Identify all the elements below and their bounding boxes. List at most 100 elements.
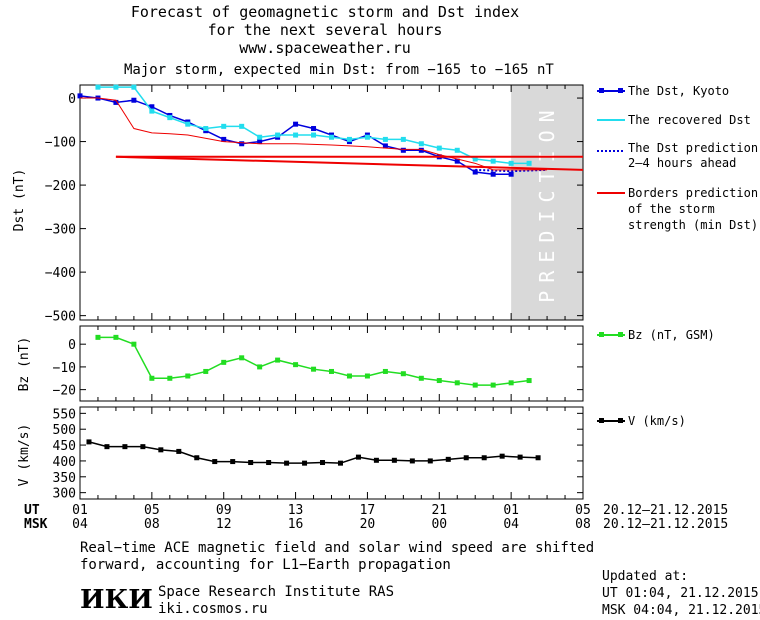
legend-dst-kyoto: The Dst, Kyoto xyxy=(628,84,729,98)
data-point xyxy=(535,455,541,461)
legend-v-text: V (km/s) xyxy=(628,414,686,428)
bz-axis-label: Bz (nT) xyxy=(17,337,32,392)
data-point xyxy=(239,123,245,129)
msk-tick-label: 16 xyxy=(288,517,304,532)
data-point xyxy=(131,84,137,90)
site-url[interactable]: www.spaceweather.ru xyxy=(239,39,411,57)
y-tick-label: 450 xyxy=(53,439,76,454)
updated-msk: MSK 04:04, 21.12.2015 xyxy=(602,603,760,618)
prediction-label: PREDICTION xyxy=(535,102,559,302)
legend-borders-line1: Borders prediction xyxy=(628,186,758,200)
data-point xyxy=(329,134,334,140)
data-point xyxy=(185,121,191,127)
data-point xyxy=(346,373,352,379)
ut-tick-label: 09 xyxy=(216,503,232,518)
iki-logo: ИКИ xyxy=(80,585,153,615)
org-name: Space Research Institute RAS xyxy=(158,584,395,600)
data-point xyxy=(131,341,137,347)
data-point xyxy=(454,147,460,153)
storm-forecast-text: Major storm, expected min Dst: from −165… xyxy=(124,62,554,78)
data-point xyxy=(364,373,370,379)
data-point xyxy=(508,160,514,166)
y-tick-label: 400 xyxy=(53,455,76,470)
chart-title-line2: for the next several hours xyxy=(207,21,443,39)
data-point xyxy=(382,143,388,149)
data-point xyxy=(436,145,442,151)
v-axis-label: V (km/s) xyxy=(17,424,32,487)
y-tick-label: 0 xyxy=(68,338,76,353)
data-point xyxy=(400,147,406,153)
msk-tick-label: 04 xyxy=(503,517,519,532)
data-point xyxy=(149,104,155,110)
y-tick-label: −10 xyxy=(53,361,76,376)
data-point xyxy=(409,458,415,464)
legend-bz-text: Bz (nT, GSM) xyxy=(628,328,715,342)
ut-date-range: 20.12–21.12.2015 xyxy=(603,503,728,518)
data-point xyxy=(508,171,514,177)
series-line xyxy=(97,336,530,386)
series-line xyxy=(88,441,539,464)
prediction-region xyxy=(511,85,583,320)
y-tick-label: −200 xyxy=(45,179,76,194)
chart-title-line1: Forecast of geomagnetic storm and Dst in… xyxy=(130,3,520,21)
data-point xyxy=(400,136,406,142)
msk-tick-label: 12 xyxy=(216,517,232,532)
data-point xyxy=(436,378,442,384)
legend-dst: The Dst, Kyoto The recovered Dst The Dst… xyxy=(597,84,758,232)
legend-v: V (km/s) xyxy=(597,414,686,428)
data-point xyxy=(203,126,209,132)
data-point xyxy=(185,373,191,379)
data-point xyxy=(355,454,361,460)
dst-axis-label: Dst (nT) xyxy=(12,169,27,232)
data-point xyxy=(499,453,505,459)
data-point xyxy=(311,132,317,138)
y-tick-label: −300 xyxy=(45,223,76,238)
updated-ut: UT 01:04, 21.12.2015 xyxy=(602,586,759,601)
updated-block: Updated at: UT 01:04, 21.12.2015 MSK 04:… xyxy=(602,568,760,619)
y-tick-label: 300 xyxy=(53,487,76,502)
msk-tick-label: 08 xyxy=(144,517,160,532)
y-tick-label: 500 xyxy=(53,423,76,438)
data-point xyxy=(275,357,281,363)
data-point xyxy=(337,460,343,466)
y-tick-label: 350 xyxy=(53,471,76,486)
legend-marker-v xyxy=(599,418,604,423)
data-point xyxy=(427,458,433,464)
data-point xyxy=(418,141,424,147)
ut-tick-label: 13 xyxy=(288,503,304,518)
data-point xyxy=(131,97,137,103)
data-point xyxy=(149,375,155,381)
data-point xyxy=(203,368,209,374)
data-point xyxy=(472,382,478,388)
data-point xyxy=(320,460,326,466)
borders-band xyxy=(115,155,584,171)
data-point xyxy=(490,171,496,177)
data-point xyxy=(454,158,460,164)
series-line xyxy=(80,97,548,171)
data-point xyxy=(293,362,299,368)
data-point xyxy=(472,169,478,175)
series-line xyxy=(97,86,530,165)
legend-prediction-line2: 2–4 hours ahead xyxy=(628,156,736,170)
legend-borders-line2: of the storm xyxy=(628,202,715,216)
data-point xyxy=(400,371,406,377)
data-point xyxy=(221,136,227,142)
data-point xyxy=(221,123,227,129)
dst-panel-frame xyxy=(79,84,584,321)
y-tick-label: −400 xyxy=(45,266,76,281)
data-point xyxy=(526,160,532,166)
legend-marker-v-2 xyxy=(618,418,623,423)
data-point xyxy=(266,460,272,466)
org-url[interactable]: iki.cosmos.ru xyxy=(158,601,268,617)
ut-tick-label: 17 xyxy=(360,503,376,518)
ut-tick-label: 05 xyxy=(144,503,160,518)
data-point xyxy=(194,455,200,461)
data-point xyxy=(104,444,110,450)
data-point xyxy=(329,368,334,374)
data-point xyxy=(77,93,83,99)
ut-tick-label: 05 xyxy=(575,503,591,518)
data-point xyxy=(454,380,460,386)
propagation-note: Real−time ACE magnetic field and solar w… xyxy=(80,540,594,574)
v-panel-frame xyxy=(79,406,584,500)
